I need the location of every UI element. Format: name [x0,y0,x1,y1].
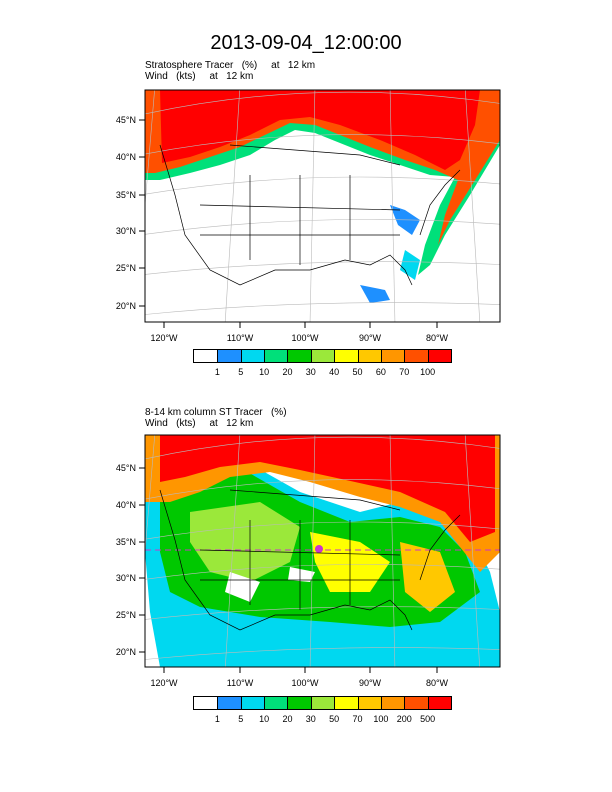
panel2-colorbar [193,696,452,710]
panel2-subtitle: Wind (kts) at 12 km [145,418,254,429]
panel1-lat-label: 30°N [116,226,136,236]
colorbar-label: 10 [259,714,270,724]
colorbar-segment [217,697,241,709]
panel1-lat-label: 40°N [116,152,136,162]
colorbar-label: 70 [352,714,363,724]
panel2-lon-label: 120°W [150,678,178,688]
colorbar-label: 50 [352,367,363,377]
colorbar-segment [357,350,381,362]
colorbar-segment [427,697,451,709]
colorbar-segment [194,350,218,362]
colorbar-label: 30 [305,367,316,377]
colorbar-segment [264,350,288,362]
colorbar-segment [240,350,265,362]
colorbar-label: 5 [238,714,244,724]
colorbar-segment [334,697,358,709]
colorbar-label: 1 [214,367,220,377]
panel2-lat-label: 45°N [116,463,136,473]
panel2-map: 120°W 110°W 100°W 90°W 80°W 45°N 40°N 35… [116,434,501,688]
panel1-lon-label: 90°W [359,333,382,343]
colorbar-label: 1 [214,714,220,724]
colorbar-label: 30 [305,714,316,724]
colorbar-segment [380,350,405,362]
colorbar-label: 10 [259,367,270,377]
panel1-subtitle: Wind (kts) at 12 km [145,71,254,82]
panel1-lon-label: 80°W [426,333,449,343]
colorbar-label: 40 [329,367,340,377]
panel1-lon-label: 120°W [150,333,178,343]
panel2-lon-label: 110°W [227,678,254,688]
colorbar-segment [380,697,405,709]
colorbar-segment [264,697,288,709]
colorbar-segment [194,697,218,709]
colorbar-segment [287,350,311,362]
panel1-lat-label: 25°N [116,263,136,273]
colorbar-segment [287,697,311,709]
colorbar-segment [217,350,241,362]
panel1-lat-label: 20°N [116,301,136,311]
colorbar-label: 20 [282,367,293,377]
panel2-lon-label: 80°W [426,678,449,688]
colorbar-label: 200 [396,714,412,724]
panel1-map: 120°W 110°W 100°W 90°W 80°W 45°N 40°N 35… [116,89,501,343]
panel1-lat-label: 35°N [116,190,136,200]
colorbar-segment [334,350,358,362]
colorbar-segment [404,697,428,709]
panel2-lat-label: 20°N [116,647,136,657]
panel2-title: 8-14 km column ST Tracer (%) [145,407,287,418]
colorbar-segment [240,697,265,709]
colorbar-label: 5 [238,367,244,377]
colorbar-label: 100 [373,714,389,724]
panel2-lat-label: 35°N [116,537,136,547]
panel1-lon-label: 100°W [291,333,319,343]
colorbar-segment [404,350,428,362]
panel2-lon-label: 90°W [359,678,382,688]
panel1-lat-label: 45°N [116,115,136,125]
colorbar-segment [427,350,451,362]
colorbar-label: 50 [329,714,340,724]
panel1-colorbar [193,349,452,363]
colorbar-label: 500 [420,714,436,724]
panel2-lon-label: 100°W [291,678,319,688]
colorbar-label: 100 [420,367,436,377]
panel2-lat-label: 30°N [116,573,136,583]
panel2-lat-label: 25°N [116,610,136,620]
panel1-lon-label: 110°W [227,333,254,343]
colorbar-segment [357,697,381,709]
colorbar-label: 70 [399,367,410,377]
colorbar-segment [310,697,335,709]
colorbar-label: 20 [282,714,293,724]
panel1-title: Stratosphere Tracer (%) at 12 km [145,60,316,71]
colorbar-segment [310,350,335,362]
main-title: 2013-09-04_12:00:00 [210,32,402,54]
colorbar-label: 60 [375,367,386,377]
panel2-lat-label: 40°N [116,500,136,510]
